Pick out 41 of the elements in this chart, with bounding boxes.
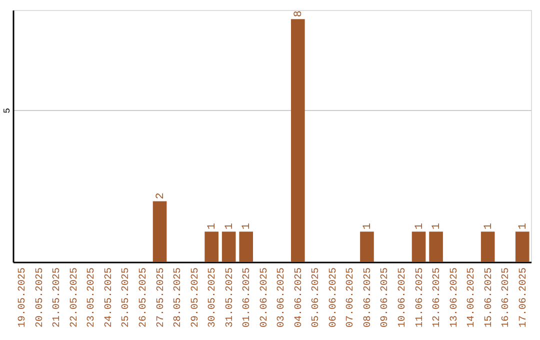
data-label: 1 [224,222,236,230]
x-tick-label: 08.06.2025 [362,268,374,328]
x-tick-label: 13.06.2025 [449,268,460,328]
data-label: 1 [414,222,426,230]
x-tick-label: 04.06.2025 [294,268,305,328]
x-tick-label: 22.05.2025 [69,268,80,328]
x-tick-label: 24.05.2025 [104,268,115,328]
x-tick-label: 25.05.2025 [121,268,132,328]
x-tick-label: 09.06.2025 [380,268,392,328]
x-tick-label: 27.05.2025 [156,268,167,328]
x-tick-label: 01.06.2025 [242,268,254,328]
x-tick-label: 06.06.2025 [328,268,340,328]
x-tick-label: 30.05.2025 [208,268,219,328]
data-label: 8 [292,10,305,18]
x-tick-label: 15.06.2025 [484,268,495,328]
x-tick-label: 16.06.2025 [501,268,512,328]
x-tick-label: 26.05.2025 [138,268,150,328]
data-label: 1 [241,222,254,230]
data-label: 1 [517,222,530,230]
data-label: 1 [431,222,444,230]
x-tick-label: 31.05.2025 [224,268,236,328]
data-label: 2 [154,192,167,200]
x-tick-label: 12.06.2025 [432,268,444,328]
x-tick-label: 19.05.2025 [18,268,29,328]
data-label: 1 [206,222,219,230]
x-tick-label: 17.06.2025 [518,268,530,328]
x-tick-label: 07.06.2025 [346,268,357,328]
x-tick-label: 10.06.2025 [398,268,408,328]
x-tick-label: 14.06.2025 [466,268,478,328]
x-tick-label: 23.05.2025 [86,268,98,328]
x-tick-label: 11.06.2025 [414,268,426,328]
x-tick-label: 28.05.2025 [173,268,184,328]
y-tick-label: 5 [2,108,12,114]
x-tick-label: 21.05.2025 [52,268,64,328]
data-label: 1 [362,222,374,230]
x-tick-label: 02.06.2025 [259,268,270,328]
x-tick-label: 05.06.2025 [311,268,322,328]
x-tick-label: 20.05.2025 [34,268,46,328]
data-label: 1 [482,222,495,230]
x-tick-label: 29.05.2025 [190,268,202,328]
x-tick-label: 03.06.2025 [276,268,288,328]
